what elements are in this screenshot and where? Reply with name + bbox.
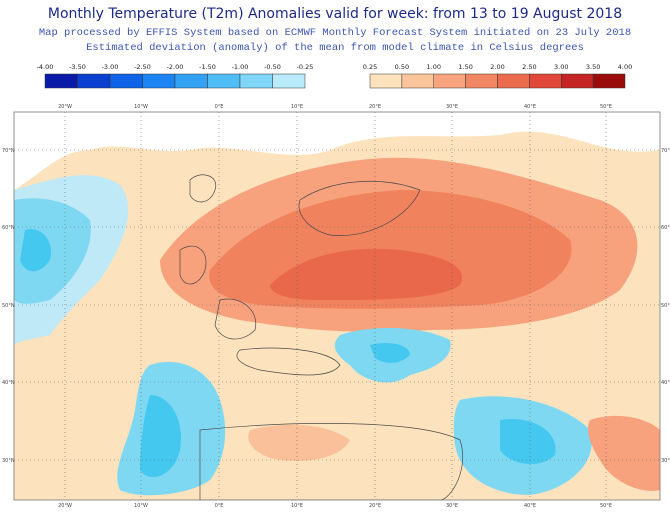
lon-label: 0°E <box>215 104 224 110</box>
legend-label: 3.50 <box>586 63 600 71</box>
lon-label: 20°W <box>58 104 72 110</box>
lon-label: 40°E <box>524 104 536 110</box>
legend-swatch <box>239 73 273 89</box>
legend-swatch <box>433 73 466 89</box>
lon-label: 20°W <box>58 503 72 509</box>
lon-label: 40°E <box>524 503 536 509</box>
lon-label: 10°E <box>291 503 303 509</box>
lon-label: 20°E <box>369 503 381 509</box>
lat-label: 50°N <box>2 303 15 309</box>
lat-label: 70°N <box>661 148 670 154</box>
lon-label: 10°W <box>134 104 148 110</box>
legend-swatch <box>529 73 562 89</box>
legend-label: 2.00 <box>490 63 504 71</box>
legend-swatch <box>497 73 530 89</box>
legend-swatch <box>44 73 78 89</box>
legend-label: -1.50 <box>199 63 216 71</box>
legend-label: 1.50 <box>458 63 472 71</box>
legend-swatch <box>561 73 594 89</box>
legend: -4.00 -3.50 -3.00 -2.50 -2.00 -1.50 -1.00 -0.50… <box>37 63 632 89</box>
lat-label: 60°N <box>661 225 670 231</box>
lon-label: 0°E <box>215 503 224 509</box>
legend-label: -3.00 <box>102 63 119 71</box>
legend-label: 0.50 <box>395 63 409 71</box>
map: 20°W 20°W 10°W 10°W 0°E 0°E 10°E 10°E 20°E 20°E 30… <box>2 104 670 509</box>
legend-label: 0.25 <box>363 63 377 71</box>
legend-swatch <box>207 73 241 89</box>
legend-swatch <box>401 73 434 89</box>
title: Monthly Temperature (T2m) Anomalies vali… <box>48 6 622 22</box>
legend-swatch <box>465 73 498 89</box>
lat-label: 30°N <box>661 458 670 464</box>
legend-label: -1.00 <box>232 63 249 71</box>
legend-label: 1.00 <box>427 63 441 71</box>
legend-label: -2.50 <box>134 63 151 71</box>
legend-swatch <box>369 73 403 89</box>
legend-swatch <box>142 73 176 89</box>
lon-label: 50°E <box>600 503 612 509</box>
legend-swatch <box>174 73 208 89</box>
lon-label: 30°E <box>446 503 458 509</box>
lat-label: 30°N <box>2 458 15 464</box>
legend-label: 3.00 <box>554 63 568 71</box>
legend-label: -3.50 <box>69 63 86 71</box>
lon-label: 10°W <box>134 503 148 509</box>
legend-swatch <box>592 73 626 89</box>
lon-label: 10°E <box>291 104 303 110</box>
subtitle: Estimated deviation (anomaly) of the mea… <box>86 42 584 54</box>
lat-label: 40°N <box>661 380 670 386</box>
lat-label: 40°N <box>2 380 15 386</box>
legend-label: 2.50 <box>522 63 536 71</box>
legend-label: -0.25 <box>297 63 314 71</box>
legend-label: -4.00 <box>37 63 54 71</box>
lon-label: 20°E <box>369 104 381 110</box>
lat-label: 60°N <box>2 225 15 231</box>
legend-swatch <box>77 73 111 89</box>
subtitle: Map processed by EFFIS System based on E… <box>39 27 631 39</box>
lat-label: 70°N <box>2 148 15 154</box>
legend-label: 4.00 <box>618 63 632 71</box>
lon-label: 50°E <box>600 104 612 110</box>
legend-label: -2.00 <box>167 63 184 71</box>
lon-label: 30°E <box>446 104 458 110</box>
legend-swatch <box>272 73 306 89</box>
legend-swatch <box>109 73 143 89</box>
legend-label: -0.50 <box>264 63 281 71</box>
lat-label: 50°N <box>661 303 670 309</box>
